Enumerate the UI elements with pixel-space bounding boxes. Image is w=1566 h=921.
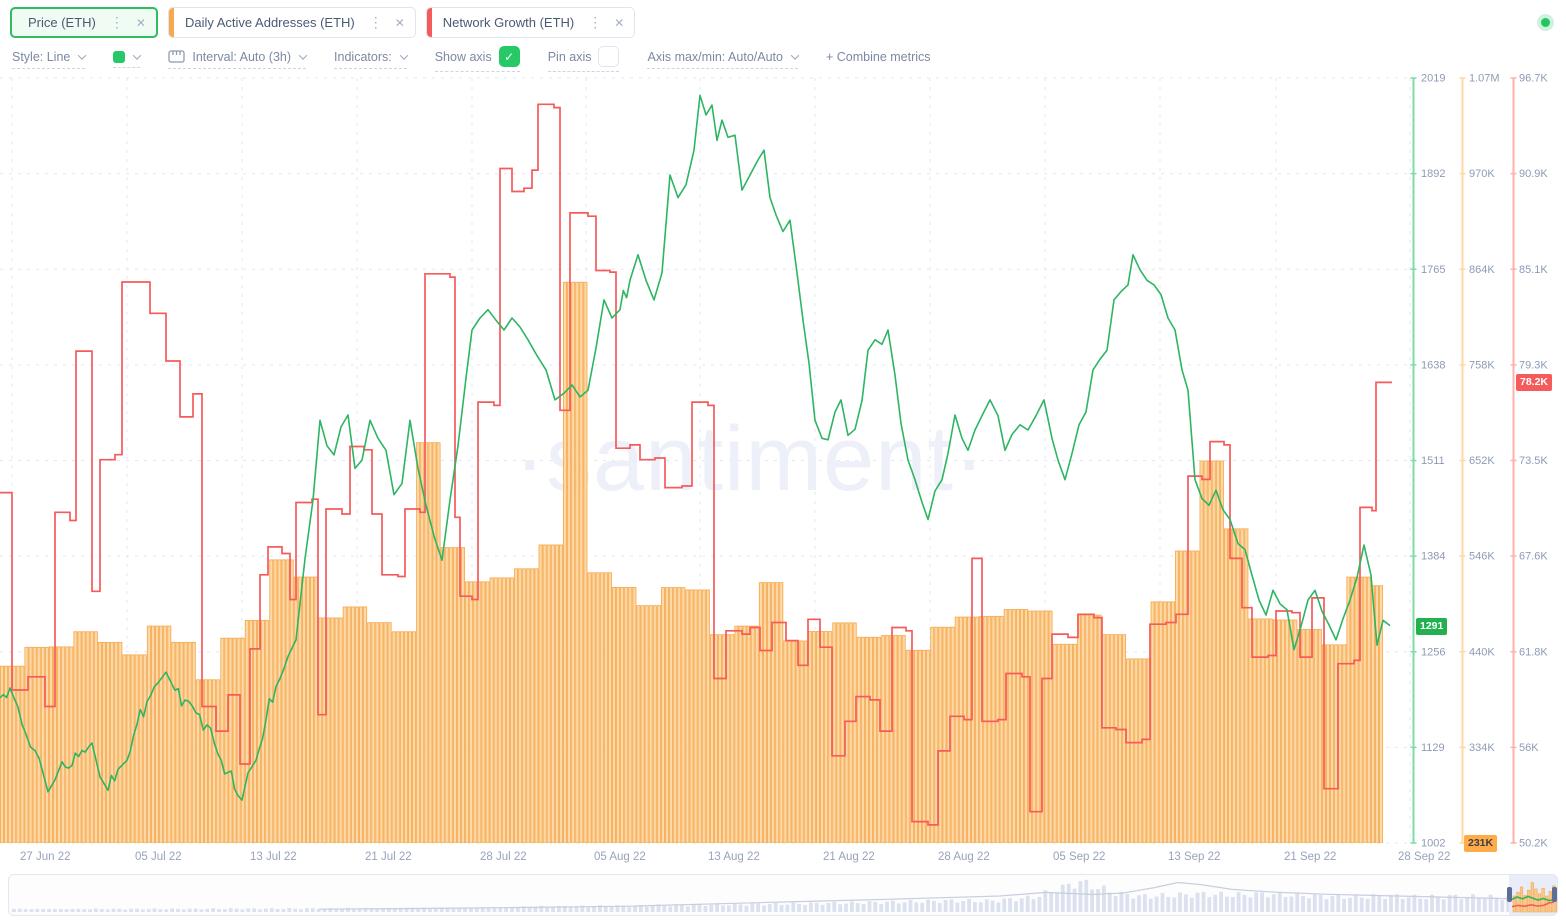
svg-text:13 Aug 22: 13 Aug 22 <box>708 851 760 863</box>
show-axis-checkbox[interactable]: ✓ <box>498 46 520 67</box>
chevron-down-icon <box>133 50 142 60</box>
value-axis: 96.7K 90.9K 85.1K 79.3K 73.5K 67.6K 61.8K 56K 50… <box>1510 73 1548 850</box>
svg-text:1.07M: 1.07M <box>1469 73 1500 85</box>
value-axis: 2019 1892 1765 1638 1511 1384 1256 1129 1002 <box>1410 73 1445 850</box>
indicators-dropdown[interactable]: Indicators: <box>334 50 408 69</box>
svg-text:05 Aug 22: 05 Aug 22 <box>594 851 646 863</box>
minimap-left-handle <box>1507 887 1512 902</box>
tab-label: Price (ETH) <box>28 15 96 30</box>
color-swatch-dropdown[interactable] <box>113 50 142 68</box>
daily-active-addresses-bars <box>0 281 1384 843</box>
interval-icon <box>168 50 186 63</box>
svg-text:21 Aug 22: 21 Aug 22 <box>823 851 875 863</box>
price-line <box>0 94 1391 801</box>
svg-text:1765: 1765 <box>1421 264 1445 276</box>
pin-axis-checkbox[interactable] <box>598 46 620 67</box>
svg-text:1511: 1511 <box>1421 455 1445 467</box>
kebab-menu-icon[interactable]: ⋮ <box>368 14 383 30</box>
svg-text:85.1K: 85.1K <box>1519 264 1548 276</box>
style-dropdown[interactable]: Style: Line <box>12 50 87 69</box>
svg-text:334K: 334K <box>1469 742 1495 754</box>
svg-text:05 Jul 22: 05 Jul 22 <box>135 851 182 863</box>
close-icon[interactable]: ✕ <box>135 15 146 30</box>
interval-dropdown[interactable]: Interval: Auto (3h) <box>168 50 308 69</box>
network-growth-line <box>0 103 1392 826</box>
svg-text:56K: 56K <box>1519 742 1539 754</box>
pin-axis-toggle[interactable]: Pin axis <box>547 46 620 72</box>
price-last-value-badge: 1291 <box>1416 617 1448 635</box>
svg-text:67.6K: 67.6K <box>1519 551 1548 563</box>
svg-text:73.5K: 73.5K <box>1519 455 1548 467</box>
svg-text:758K: 758K <box>1469 359 1495 371</box>
svg-text:970K: 970K <box>1469 168 1495 180</box>
chevron-down-icon <box>790 50 800 60</box>
value-axis: 1.07M 970K 864K 758K 652K 546K 440K 334K 231K <box>1459 73 1500 850</box>
svg-text:13 Jul 22: 13 Jul 22 <box>250 851 297 863</box>
daily-active-addresses-last-value-badge: 231K <box>1464 835 1498 852</box>
kebab-menu-icon[interactable]: ⋮ <box>588 14 603 30</box>
svg-text:13 Sep 22: 13 Sep 22 <box>1168 851 1220 863</box>
svg-text:864K: 864K <box>1469 264 1495 276</box>
svg-text:21 Jul 22: 21 Jul 22 <box>365 851 412 863</box>
tab-price-eth[interactable]: Price (ETH) ⋮ ✕ <box>10 7 158 38</box>
close-icon[interactable]: ✕ <box>394 15 405 30</box>
minimap-right-handle <box>1552 887 1557 902</box>
svg-text:1638: 1638 <box>1421 359 1445 371</box>
chevron-down-icon <box>298 50 308 60</box>
minimap-selection-growth-line <box>1511 901 1555 908</box>
show-axis-toggle[interactable]: Show axis ✓ <box>434 46 520 72</box>
svg-text:28 Aug 22: 28 Aug 22 <box>938 851 990 863</box>
minimap-selection-price-line <box>1511 895 1555 902</box>
axis-maxmin-dropdown[interactable]: Axis max/min: Auto/Auto <box>647 50 800 69</box>
network-growth-last-value-badge: 78.2K <box>1516 374 1553 392</box>
svg-text:1892: 1892 <box>1421 168 1445 180</box>
svg-text:652K: 652K <box>1469 455 1495 467</box>
svg-text:90.9K: 90.9K <box>1519 168 1548 180</box>
tab-label: Network Growth (ETH) <box>442 15 575 30</box>
tab-accent <box>426 8 432 37</box>
svg-text:96.7K: 96.7K <box>1519 73 1548 85</box>
tab-accent <box>168 8 174 37</box>
svg-text:1384: 1384 <box>1421 551 1445 563</box>
svg-text:440K: 440K <box>1469 646 1495 658</box>
tab-network-growth-eth[interactable]: Network Growth (ETH) ⋮ ✕ <box>425 7 636 38</box>
close-icon[interactable]: ✕ <box>614 15 625 30</box>
svg-text:1129: 1129 <box>1421 742 1445 754</box>
santiment-watermark: ·santiment· <box>514 408 985 510</box>
svg-text:28 Jul 22: 28 Jul 22 <box>480 851 527 863</box>
color-swatch <box>113 50 126 63</box>
svg-text:21 Sep 22: 21 Sep 22 <box>1284 851 1336 863</box>
chart-toolbar: Style: Line Interval: Auto (3h) Indicato… <box>12 46 931 72</box>
x-axis-labels: 27 Jun 22 05 Jul 22 13 Jul 22 21 Jul 22 28 J… <box>20 851 1450 863</box>
chevron-down-icon <box>399 50 408 60</box>
svg-text:50.2K: 50.2K <box>1519 838 1548 850</box>
svg-text:79.3K: 79.3K <box>1519 359 1548 371</box>
svg-text:27 Jun 22: 27 Jun 22 <box>20 851 71 863</box>
svg-text:546K: 546K <box>1469 551 1495 563</box>
svg-text:1256: 1256 <box>1421 646 1445 658</box>
metric-tab-bar: Price (ETH) ⋮ ✕ Daily Active Addresses (… <box>10 7 636 38</box>
main-chart-canvas[interactable]: ·santiment· 2019 1892 1765 1638 1511 1384 1256 1… <box>0 62 1566 872</box>
tab-daily-active-addresses-eth[interactable]: Daily Active Addresses (ETH) ⋮ ✕ <box>167 7 416 38</box>
svg-text:1002: 1002 <box>1421 838 1445 850</box>
minimap-history-bars <box>12 879 1557 912</box>
connection-status-dot <box>1537 14 1554 31</box>
timeline-minimap[interactable] <box>8 874 1558 916</box>
combine-metrics-button[interactable]: + Combine metrics <box>825 50 931 64</box>
svg-text:28 Sep 22: 28 Sep 22 <box>1398 851 1450 863</box>
minimap-history-line <box>318 881 1557 910</box>
kebab-menu-icon[interactable]: ⋮ <box>109 14 124 30</box>
chevron-down-icon <box>78 50 87 60</box>
svg-text:61.8K: 61.8K <box>1519 646 1548 658</box>
svg-text:2019: 2019 <box>1421 73 1445 85</box>
tab-label: Daily Active Addresses (ETH) <box>184 15 355 30</box>
svg-text:05 Sep 22: 05 Sep 22 <box>1053 851 1105 863</box>
